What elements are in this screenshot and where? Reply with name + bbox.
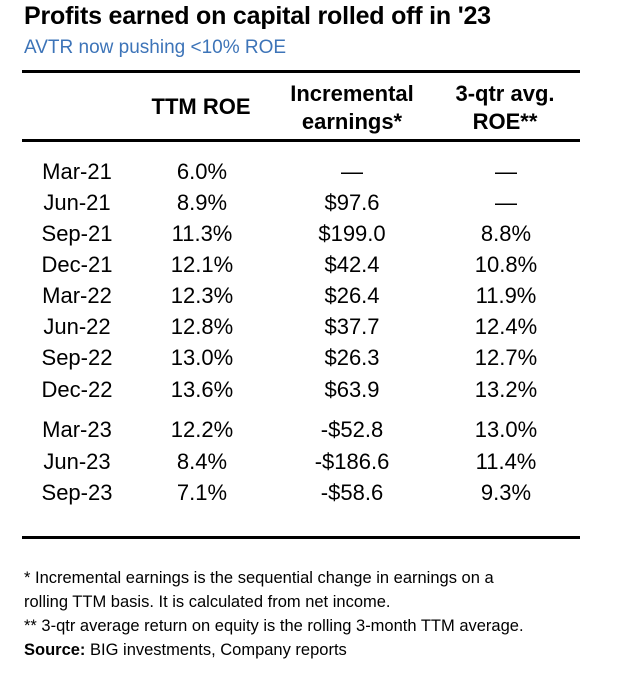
cell-ttm-roe: 12.8%	[170, 314, 234, 339]
cell-date: Jun-23	[43, 449, 111, 474]
source-label: Source:	[24, 641, 86, 659]
cell-3qtr-avg-roe: 8.8%	[480, 221, 532, 246]
table-row: Sep-22 13.0% $26.3 12.7%	[0, 344, 640, 372]
source-text: BIG investments, Company reports	[85, 641, 347, 659]
cell-3qtr-avg-roe: 11.9%	[475, 283, 537, 308]
footnote-1-line-2: rolling TTM basis. It is calculated from…	[24, 593, 391, 611]
table-row: Mar-22 12.3% $26.4 11.9%	[0, 282, 640, 310]
header-incremental-line-1: Incremental	[290, 81, 414, 106]
chart-title: Profits earned on capital rolled off in …	[24, 2, 491, 30]
footnote-1-line-1: * Incremental earnings is the sequential…	[24, 569, 494, 587]
cell-incremental-earnings: $63.9	[324, 377, 380, 402]
cell-incremental-earnings: $26.3	[324, 345, 380, 370]
table-row: Jun-21 8.9% $97.6 —	[0, 189, 640, 217]
footnotes: * Incremental earnings is the sequential…	[24, 566, 634, 662]
chart-subtitle: AVTR now pushing <10% ROE	[24, 37, 287, 58]
cell-date: Dec-22	[41, 377, 113, 402]
footnote-2: ** 3-qtr average return on equity is the…	[24, 617, 524, 635]
cell-3qtr-avg-roe: 13.0%	[474, 417, 538, 442]
cell-ttm-roe: 13.6%	[170, 377, 234, 402]
cell-ttm-roe: 6.0%	[176, 159, 228, 184]
cell-date: Jun-22	[43, 314, 111, 339]
header-ttm-roe: TTM ROE	[137, 93, 265, 121]
cell-date: Sep-21	[41, 221, 113, 246]
header-avg-line-2: ROE**	[472, 109, 538, 134]
cell-incremental-earnings: $42.4	[324, 252, 380, 277]
table-row: Sep-23 7.1% -$58.6 9.3%	[0, 479, 640, 507]
cell-ttm-roe: 12.1%	[170, 252, 234, 277]
cell-incremental-earnings: $26.4	[324, 283, 380, 308]
cell-ttm-roe: 12.3%	[170, 283, 234, 308]
table-row: Jun-23 8.4% -$186.6 11.4%	[0, 448, 640, 476]
header-incremental-line-2: earnings*	[301, 109, 403, 134]
cell-ttm-roe: 13.0%	[170, 345, 234, 370]
cell-date: Mar-21	[42, 159, 112, 184]
header-rule	[22, 139, 580, 142]
header-3qtr-avg-roe: 3-qtr avg. ROE**	[440, 80, 570, 136]
top-rule	[22, 70, 580, 73]
header-ttm-roe-label: TTM ROE	[151, 94, 251, 119]
cell-3qtr-avg-roe: 12.4%	[474, 314, 538, 339]
cell-3qtr-avg-roe: 9.3%	[480, 480, 532, 505]
table-row: Sep-21 11.3% $199.0 8.8%	[0, 220, 640, 248]
header-avg-line-1: 3-qtr avg.	[455, 81, 555, 106]
cell-date: Dec-21	[41, 252, 113, 277]
cell-date: Mar-23	[42, 417, 112, 442]
cell-3qtr-avg-roe: 11.4%	[475, 449, 537, 474]
table-row: Jun-22 12.8% $37.7 12.4%	[0, 313, 640, 341]
header-incremental-earnings: Incremental earnings*	[277, 80, 427, 136]
cell-incremental-earnings: -$58.6	[320, 480, 384, 505]
cell-ttm-roe: 11.3%	[171, 221, 233, 246]
cell-ttm-roe: 8.9%	[176, 190, 228, 215]
cell-incremental-earnings: $97.6	[324, 190, 380, 215]
table-row: Dec-22 13.6% $63.9 13.2%	[0, 376, 640, 404]
cell-date: Jun-21	[43, 190, 111, 215]
table-row: Dec-21 12.1% $42.4 10.8%	[0, 251, 640, 279]
cell-3qtr-avg-roe: 12.7%	[474, 345, 538, 370]
cell-3qtr-avg-roe: 10.8%	[474, 252, 538, 277]
cell-date: Sep-22	[41, 345, 113, 370]
cell-date: Mar-22	[42, 283, 112, 308]
cell-incremental-earnings: $37.7	[324, 314, 380, 339]
bottom-rule	[22, 536, 580, 539]
table-row: Mar-23 12.2% -$52.8 13.0%	[0, 416, 640, 444]
cell-3qtr-avg-roe: —	[495, 159, 517, 184]
cell-3qtr-avg-roe: —	[495, 190, 517, 215]
cell-incremental-earnings: -$186.6	[314, 449, 390, 474]
cell-ttm-roe: 7.1%	[176, 480, 228, 505]
source-line: Source: BIG investments, Company reports	[24, 638, 634, 662]
cell-3qtr-avg-roe: 13.2%	[474, 377, 538, 402]
cell-date: Sep-23	[41, 480, 113, 505]
cell-ttm-roe: 8.4%	[176, 449, 228, 474]
cell-incremental-earnings: $199.0	[318, 221, 386, 246]
cell-incremental-earnings: -$52.8	[320, 417, 384, 442]
table-row: Mar-21 6.0% — —	[0, 158, 640, 186]
cell-ttm-roe: 12.2%	[170, 417, 234, 442]
cell-incremental-earnings: —	[341, 159, 363, 184]
